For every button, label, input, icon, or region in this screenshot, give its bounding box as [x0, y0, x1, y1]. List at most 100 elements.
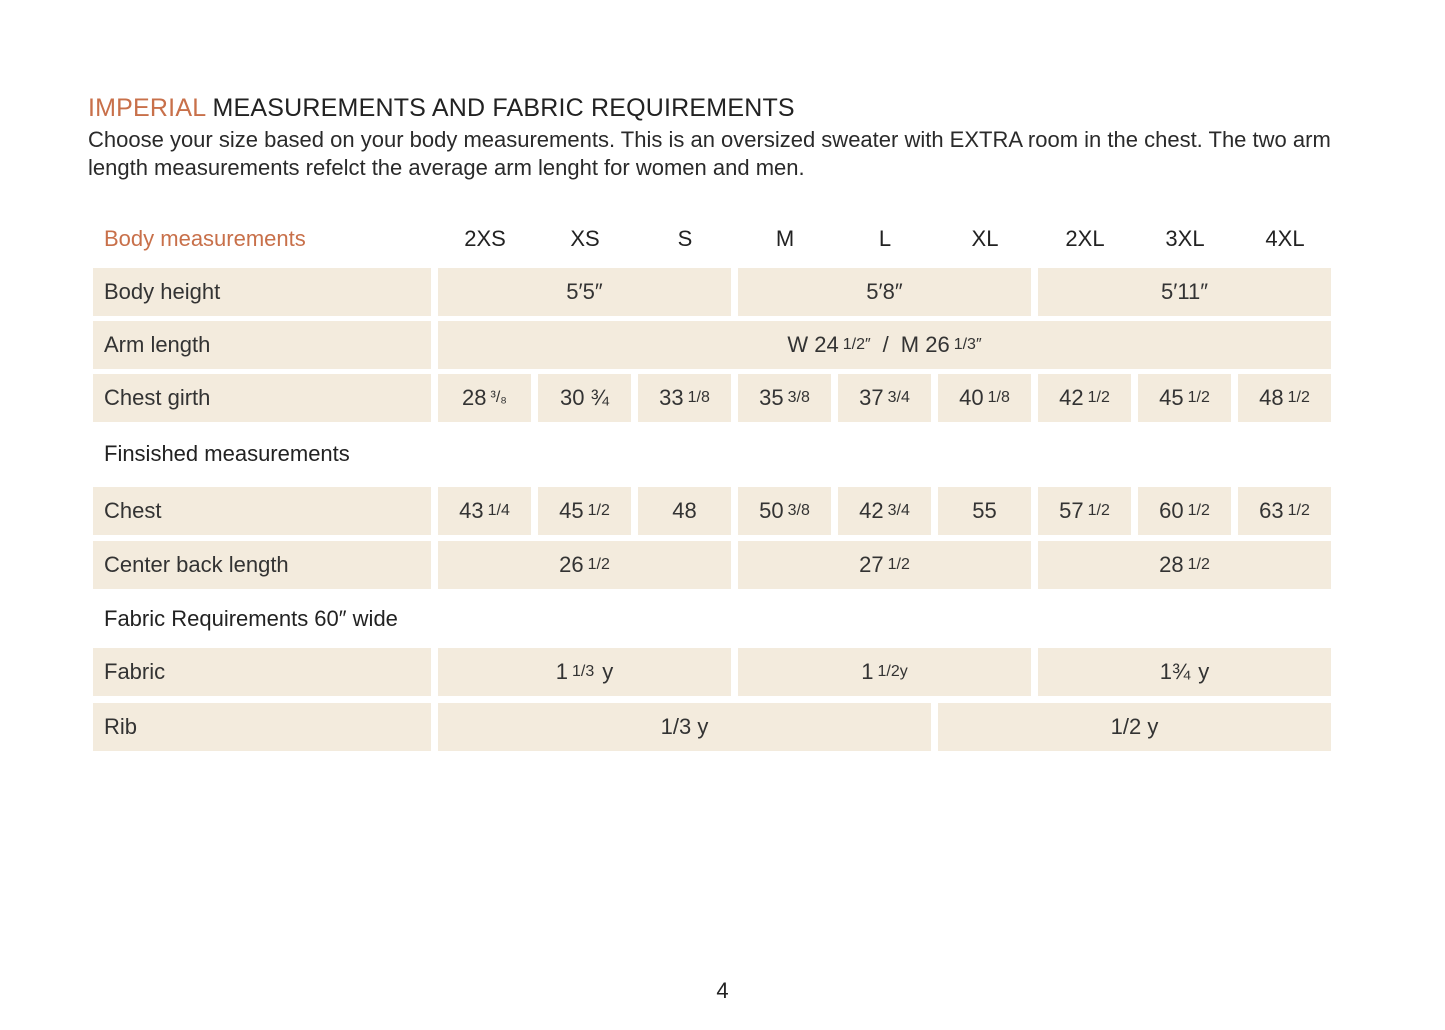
fabric-cell: 1 1/3 y: [438, 648, 731, 696]
fraction: 3/4: [887, 502, 910, 519]
chest-cell: 55: [938, 487, 1031, 535]
value: 55: [972, 498, 997, 523]
value: 28: [462, 385, 487, 410]
arm-length-separator: /: [882, 332, 889, 357]
chest-girth-cell: 48 1/2: [1238, 374, 1331, 422]
value: 63: [1259, 498, 1284, 523]
fraction: 1/2: [1087, 389, 1110, 406]
size-header: 2XL: [1065, 226, 1105, 251]
fraction: 1/2: [1187, 389, 1210, 406]
center-back-cell: 28 1/2: [1038, 541, 1331, 589]
chest-cell: 63 1/2: [1238, 487, 1331, 535]
fraction: 1/2: [1287, 389, 1310, 406]
chest-cell: 60 1/2: [1138, 487, 1231, 535]
row-label-chest: Chest: [93, 487, 431, 535]
value: 43: [459, 498, 484, 523]
value: 42: [1059, 385, 1084, 410]
row-label-fabric: Fabric: [93, 648, 431, 696]
size-header: 4XL: [1265, 226, 1305, 251]
page-title: IMPERIAL MEASUREMENTS AND FABRIC REQUIRE…: [88, 94, 795, 123]
fraction: 1/2: [1287, 502, 1310, 519]
body-height-cell: 5′8″: [738, 268, 1031, 316]
chest-girth-cell: 37 3/4: [838, 374, 931, 422]
fraction: 3/8: [787, 502, 810, 519]
value: 42: [859, 498, 884, 523]
value: 1: [861, 659, 874, 684]
value: 1¾: [1159, 659, 1191, 684]
fraction: 1/2: [887, 556, 910, 573]
title-rest: MEASUREMENTS AND FABRIC REQUIREMENTS: [205, 94, 795, 122]
size-header: 2XS: [464, 226, 506, 251]
fraction: 1/4: [487, 502, 510, 519]
body-height-cell: 5′5″: [438, 268, 731, 316]
value: 48: [1259, 385, 1284, 410]
value: 28: [1159, 552, 1184, 577]
page-number: 4: [716, 978, 729, 1003]
arm-length-women: W 24: [787, 332, 839, 357]
value: 30 ¾: [560, 385, 609, 410]
fraction: 1/2: [1187, 502, 1210, 519]
size-header: XS: [570, 226, 600, 251]
fraction: 1/2: [587, 556, 610, 573]
chest-girth-cell: 28 ³/₈: [438, 374, 531, 422]
body-height-cell: 5′11″: [1038, 268, 1331, 316]
size-header: XL: [971, 226, 999, 251]
chest-girth-cell: 42 1/2: [1038, 374, 1131, 422]
value: 35: [759, 385, 784, 410]
fabric-cell: 1¾ y: [1038, 648, 1331, 696]
center-back-cell: 26 1/2: [438, 541, 731, 589]
intro-text: Choose your size based on your body meas…: [88, 127, 1331, 180]
chest-cell: 45 1/2: [538, 487, 631, 535]
unit: y: [602, 659, 614, 684]
value: 48: [672, 498, 697, 523]
chest-cell: 57 1/2: [1038, 487, 1131, 535]
fraction: 1/3: [572, 663, 595, 680]
row-label-center-back-length: Center back length: [93, 541, 431, 589]
center-back-cell: 27 1/2: [738, 541, 1031, 589]
arm-length-men-fraction: 1/3″: [953, 336, 982, 353]
rib-cell: 1/3 y: [438, 703, 931, 751]
chest-girth-cell: 40 1/8: [938, 374, 1031, 422]
row-label-chest-girth: Chest girth: [93, 374, 431, 422]
fraction: 3/4: [887, 389, 910, 406]
arm-length-women-fraction: 1/2″: [842, 336, 871, 353]
fraction: 1/8: [987, 389, 1010, 406]
chest-cell: 42 3/4: [838, 487, 931, 535]
chest-cell: 50 3/8: [738, 487, 831, 535]
size-header: S: [677, 226, 693, 251]
body-measurements-header: Body measurements: [104, 226, 306, 251]
fraction: 1/2: [587, 502, 610, 519]
arm-length-cell: W 24 1/2″ / M 26 1/3″: [438, 321, 1331, 369]
chest-cell: 48: [638, 487, 731, 535]
fraction: 1/2y: [877, 663, 908, 680]
row-label-rib: Rib: [93, 703, 431, 751]
row-label-arm-length: Arm length: [93, 321, 431, 369]
value: 33: [659, 385, 684, 410]
title-accent: IMPERIAL: [88, 94, 206, 122]
chest-girth-cell: 30 ¾: [538, 374, 631, 422]
rib-cell: 1/2 y: [938, 703, 1331, 751]
size-header: M: [775, 226, 795, 251]
size-header: L: [878, 226, 892, 251]
fabric-requirements-header: Fabric Requirements 60″ wide: [104, 606, 398, 631]
value: 40: [959, 385, 984, 410]
chest-girth-cell: 33 1/8: [638, 374, 731, 422]
value: 1: [555, 659, 568, 684]
fraction: 1/2: [1087, 502, 1110, 519]
value: 27: [859, 552, 884, 577]
value: 45: [1159, 385, 1184, 410]
value: 26: [559, 552, 584, 577]
size-header: 3XL: [1165, 226, 1205, 251]
arm-length-men: M 26: [900, 332, 950, 357]
value: 37: [859, 385, 884, 410]
value: 57: [1059, 498, 1084, 523]
row-label-body-height: Body height: [93, 268, 431, 316]
fabric-cell: 1 1/2y: [738, 648, 1031, 696]
finished-measurements-header: Finsished measurements: [104, 441, 350, 466]
chest-girth-cell: 45 1/2: [1138, 374, 1231, 422]
fraction: 1/8: [687, 389, 710, 406]
value: 50: [759, 498, 784, 523]
chest-girth-cell: 35 3/8: [738, 374, 831, 422]
fraction: 1/2: [1187, 556, 1210, 573]
value: 60: [1159, 498, 1184, 523]
